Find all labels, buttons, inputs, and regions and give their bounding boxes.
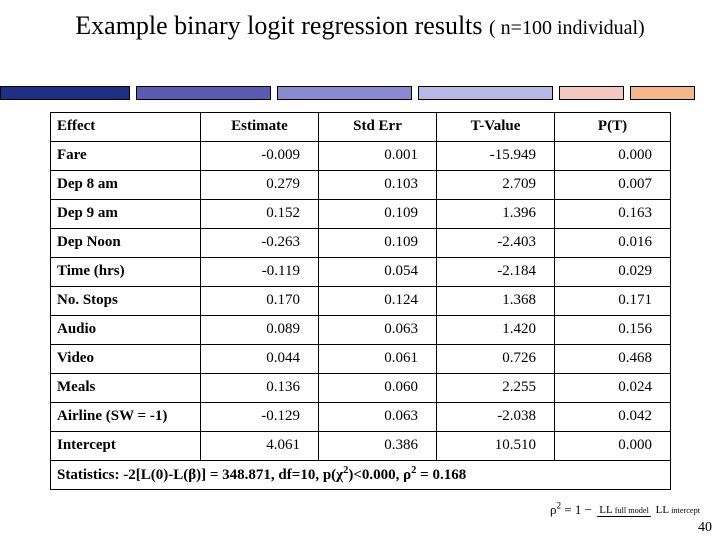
cell-pt: 0.171 <box>555 287 671 316</box>
cell-estimate: 0.136 <box>201 374 319 403</box>
cell-estimate: 0.044 <box>201 345 319 374</box>
cell-estimate: 4.061 <box>201 432 319 461</box>
col-effect: Effect <box>51 113 201 142</box>
cell-estimate: -0.009 <box>201 142 319 171</box>
cell-stderr: 0.109 <box>319 229 437 258</box>
cell-estimate: 0.279 <box>201 171 319 200</box>
cell-tvalue: -2.403 <box>437 229 555 258</box>
color-bar-segment <box>136 86 271 100</box>
col-stderr: Std Err <box>319 113 437 142</box>
table-row: Time (hrs)-0.1190.054-2.1840.029 <box>51 258 671 287</box>
table-head: Effect Estimate Std Err T-Value P(T) <box>51 113 671 142</box>
cell-estimate: -0.119 <box>201 258 319 287</box>
cell-effect: Video <box>51 345 201 374</box>
cell-stderr: 0.103 <box>319 171 437 200</box>
cell-pt: 0.156 <box>555 316 671 345</box>
decorative-color-bar <box>0 86 720 100</box>
cell-tvalue: 2.255 <box>437 374 555 403</box>
cell-tvalue: 0.726 <box>437 345 555 374</box>
page-number: 40 <box>698 520 712 536</box>
col-tvalue: T-Value <box>437 113 555 142</box>
cell-stderr: 0.054 <box>319 258 437 287</box>
cell-stderr: 0.063 <box>319 316 437 345</box>
table-foot: Statistics: -2[L(0)-L(β)] = 348.871, df=… <box>51 461 671 490</box>
cell-tvalue: 2.709 <box>437 171 555 200</box>
cell-tvalue: 1.396 <box>437 200 555 229</box>
cell-pt: 0.000 <box>555 432 671 461</box>
table-row: Airline (SW = -1)-0.1290.063-2.0380.042 <box>51 403 671 432</box>
title-main: Example binary logit regression results <box>75 11 482 40</box>
cell-estimate: -0.263 <box>201 229 319 258</box>
table-row: Dep 9 am0.1520.1091.3960.163 <box>51 200 671 229</box>
cell-estimate: -0.129 <box>201 403 319 432</box>
cell-effect: Intercept <box>51 432 201 461</box>
color-bar-segment <box>630 86 695 100</box>
results-table-container: Effect Estimate Std Err T-Value P(T) Far… <box>50 112 670 490</box>
table-row: Meals0.1360.0602.2550.024 <box>51 374 671 403</box>
cell-effect: Meals <box>51 374 201 403</box>
table-row: No. Stops0.1700.1241.3680.171 <box>51 287 671 316</box>
table-row: Intercept4.0610.38610.5100.000 <box>51 432 671 461</box>
header-row: Effect Estimate Std Err T-Value P(T) <box>51 113 671 142</box>
formula-denom: LL intercept <box>654 504 702 516</box>
color-bar-segment <box>559 86 624 100</box>
cell-pt: 0.042 <box>555 403 671 432</box>
cell-stderr: 0.386 <box>319 432 437 461</box>
cell-pt: 0.163 <box>555 200 671 229</box>
color-bar-segment <box>418 86 553 100</box>
cell-effect: Dep 8 am <box>51 171 201 200</box>
table-row: Video0.0440.0610.7260.468 <box>51 345 671 374</box>
cell-pt: 0.016 <box>555 229 671 258</box>
cell-estimate: 0.089 <box>201 316 319 345</box>
cell-effect: Audio <box>51 316 201 345</box>
table-row: Dep Noon-0.2630.109-2.4030.016 <box>51 229 671 258</box>
stats-row: Statistics: -2[L(0)-L(β)] = 348.871, df=… <box>51 461 671 490</box>
table-row: Dep 8 am0.2790.1032.7090.007 <box>51 171 671 200</box>
table-row: Audio0.0890.0631.4200.156 <box>51 316 671 345</box>
cell-stderr: 0.001 <box>319 142 437 171</box>
cell-tvalue: -15.949 <box>437 142 555 171</box>
formula-fraction: LL full model LL intercept <box>597 505 702 517</box>
cell-estimate: 0.152 <box>201 200 319 229</box>
col-pt: P(T) <box>555 113 671 142</box>
cell-estimate: 0.170 <box>201 287 319 316</box>
color-bar-segment <box>277 86 412 100</box>
stats-cell: Statistics: -2[L(0)-L(β)] = 348.871, df=… <box>51 461 671 490</box>
cell-pt: 0.029 <box>555 258 671 287</box>
cell-pt: 0.007 <box>555 171 671 200</box>
table-row: Fare-0.0090.001-15.9490.000 <box>51 142 671 171</box>
cell-tvalue: -2.184 <box>437 258 555 287</box>
cell-tvalue: 1.368 <box>437 287 555 316</box>
slide: Example binary logit regression results … <box>0 0 720 540</box>
cell-pt: 0.000 <box>555 142 671 171</box>
cell-stderr: 0.063 <box>319 403 437 432</box>
results-table: Effect Estimate Std Err T-Value P(T) Far… <box>50 112 671 490</box>
cell-tvalue: -2.038 <box>437 403 555 432</box>
cell-effect: Fare <box>51 142 201 171</box>
cell-pt: 0.024 <box>555 374 671 403</box>
slide-title: Example binary logit regression results … <box>40 10 680 43</box>
cell-stderr: 0.109 <box>319 200 437 229</box>
table-body: Fare-0.0090.001-15.9490.000Dep 8 am0.279… <box>51 142 671 461</box>
cell-pt: 0.468 <box>555 345 671 374</box>
cell-stderr: 0.124 <box>319 287 437 316</box>
cell-effect: Dep Noon <box>51 229 201 258</box>
col-estimate: Estimate <box>201 113 319 142</box>
cell-effect: Airline (SW = -1) <box>51 403 201 432</box>
cell-tvalue: 1.420 <box>437 316 555 345</box>
formula-numer: LL full model <box>597 504 651 517</box>
formula-lhs: ρ2 = 1 − <box>550 502 592 517</box>
color-bar-segment <box>0 86 130 100</box>
cell-stderr: 0.061 <box>319 345 437 374</box>
rho-squared-formula: ρ2 = 1 − LL full model LL intercept <box>550 501 702 518</box>
cell-effect: No. Stops <box>51 287 201 316</box>
cell-stderr: 0.060 <box>319 374 437 403</box>
title-paren: ( n=100 individual) <box>489 17 645 39</box>
cell-effect: Time (hrs) <box>51 258 201 287</box>
cell-effect: Dep 9 am <box>51 200 201 229</box>
cell-tvalue: 10.510 <box>437 432 555 461</box>
